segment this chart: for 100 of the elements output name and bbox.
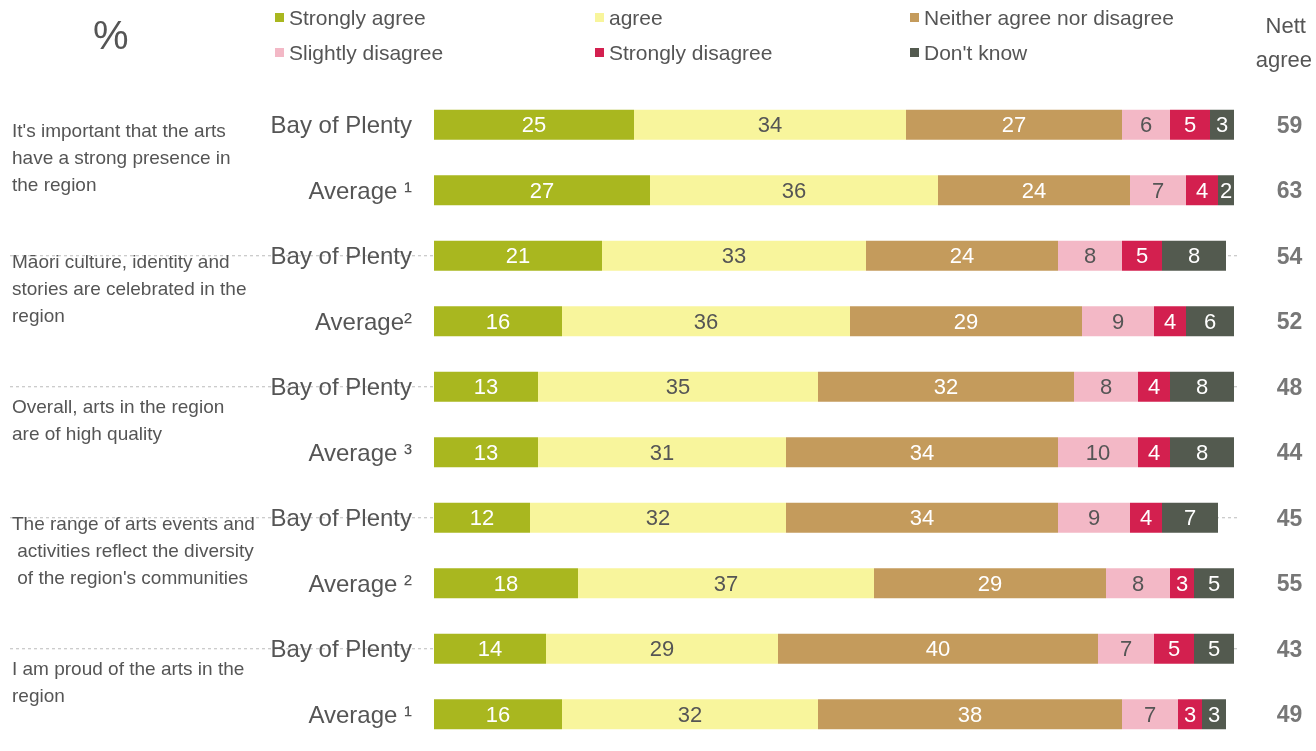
data-label: 4 — [1163, 308, 1177, 334]
bar — [578, 568, 874, 599]
data-label: 4 — [1195, 177, 1209, 203]
data-label: 3 — [1215, 112, 1229, 138]
data-label: 27 — [529, 177, 555, 203]
bar — [1170, 437, 1234, 468]
data-label: 8 — [1099, 374, 1113, 400]
data-label: 2 — [1219, 177, 1233, 203]
bar — [434, 502, 530, 533]
bar — [434, 306, 562, 337]
data-label: 34 — [909, 439, 935, 465]
bar — [866, 240, 1058, 271]
bar — [546, 633, 778, 664]
data-label: 29 — [977, 570, 1003, 596]
bar — [1186, 306, 1234, 337]
y-tick-label: Bay of Plenty — [270, 111, 412, 139]
y-tick-label: Average ¹ — [308, 700, 412, 728]
data-label: 8 — [1195, 374, 1209, 400]
y-tick-label: Average ¹ — [308, 176, 412, 204]
data-label: 7 — [1151, 177, 1165, 203]
y-tick-label: Bay of Plenty — [270, 242, 412, 270]
legend-label: agree — [609, 6, 663, 29]
data-label: 38 — [957, 701, 983, 727]
data-label: 4 — [1139, 505, 1153, 531]
bar — [650, 175, 938, 206]
bar — [1122, 699, 1178, 730]
bar — [1130, 502, 1162, 533]
bar — [906, 109, 1122, 140]
data-label: 33 — [721, 243, 747, 269]
data-label: 63 — [1276, 177, 1303, 204]
data-label: 8 — [1187, 243, 1201, 269]
data-label: 35 — [665, 374, 691, 400]
data-label: 6 — [1139, 112, 1153, 138]
bar — [1074, 371, 1138, 402]
data-label: 21 — [505, 243, 531, 269]
legend-label: Strongly agree — [289, 6, 426, 29]
data-label: 48 — [1276, 373, 1303, 400]
bar — [1122, 109, 1170, 140]
data-label: 8 — [1195, 439, 1209, 465]
text: Nett agree — [1255, 12, 1312, 72]
bar — [1106, 568, 1170, 599]
data-label: 24 — [1021, 177, 1047, 203]
bar — [1194, 633, 1234, 664]
text: Māori culture, identity and stories are celebrated in the region — [12, 251, 252, 326]
data-label: 6 — [1203, 308, 1217, 334]
bar — [434, 699, 562, 730]
bar — [1122, 240, 1162, 271]
bar — [1138, 371, 1170, 402]
bar — [1058, 502, 1130, 533]
data-label: 18 — [493, 570, 519, 596]
text: It's important that the arts have a strong presence in the region — [12, 120, 236, 195]
bar — [1082, 306, 1154, 337]
bar — [1170, 371, 1234, 402]
data-label: 40 — [925, 636, 951, 662]
bar — [434, 109, 634, 140]
data-label: 8 — [1131, 570, 1145, 596]
bar — [1098, 633, 1154, 664]
data-label: 36 — [693, 308, 719, 334]
data-label: 13 — [473, 439, 499, 465]
bar — [562, 699, 818, 730]
data-label: 5 — [1167, 636, 1181, 662]
data-label: 25 — [521, 112, 547, 138]
data-label: 34 — [909, 505, 935, 531]
bar — [434, 175, 650, 206]
data-label: 9 — [1087, 505, 1101, 531]
data-label: 10 — [1085, 439, 1111, 465]
data-label: 59 — [1276, 111, 1303, 138]
data-label: 43 — [1276, 635, 1303, 662]
y-tick-label: Average² — [315, 307, 412, 335]
bar — [434, 437, 538, 468]
bar — [850, 306, 1082, 337]
bar — [562, 306, 850, 337]
bar — [1170, 109, 1210, 140]
legend-label: Don't know — [924, 41, 1029, 64]
bar — [434, 633, 546, 664]
data-label: 29 — [649, 636, 675, 662]
bar — [1162, 502, 1218, 533]
data-label: 32 — [645, 505, 671, 531]
data-label: 3 — [1175, 570, 1189, 596]
data-label: 4 — [1147, 374, 1161, 400]
data-label: 5 — [1207, 570, 1221, 596]
data-label: 3 — [1183, 701, 1197, 727]
y-tick-label: Bay of Plenty — [270, 373, 412, 401]
data-label: 27 — [1001, 112, 1027, 138]
bar — [602, 240, 866, 271]
data-label: 4 — [1147, 439, 1161, 465]
bar — [1058, 437, 1138, 468]
text: The range of arts events and activities reflect the diversity of the region's communities — [12, 513, 255, 588]
text: I am proud of the arts in the region — [12, 657, 250, 706]
data-label: 7 — [1143, 701, 1157, 727]
bar — [538, 371, 818, 402]
bar — [1154, 306, 1186, 337]
data-label: 55 — [1276, 570, 1303, 597]
bar — [1194, 568, 1234, 599]
y-tick-label: Average ³ — [308, 438, 412, 466]
data-label: 7 — [1119, 636, 1133, 662]
bar — [778, 633, 1098, 664]
data-label: 9 — [1111, 308, 1125, 334]
bar — [874, 568, 1106, 599]
bar — [938, 175, 1130, 206]
